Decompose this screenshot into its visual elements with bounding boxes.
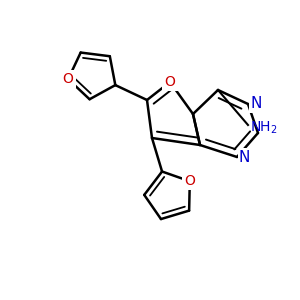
Text: O: O [184,174,195,188]
Text: O: O [165,75,176,89]
Text: NH$_2$: NH$_2$ [250,120,278,136]
Text: N: N [250,97,261,112]
Text: N: N [239,149,250,164]
Text: O: O [63,72,74,86]
